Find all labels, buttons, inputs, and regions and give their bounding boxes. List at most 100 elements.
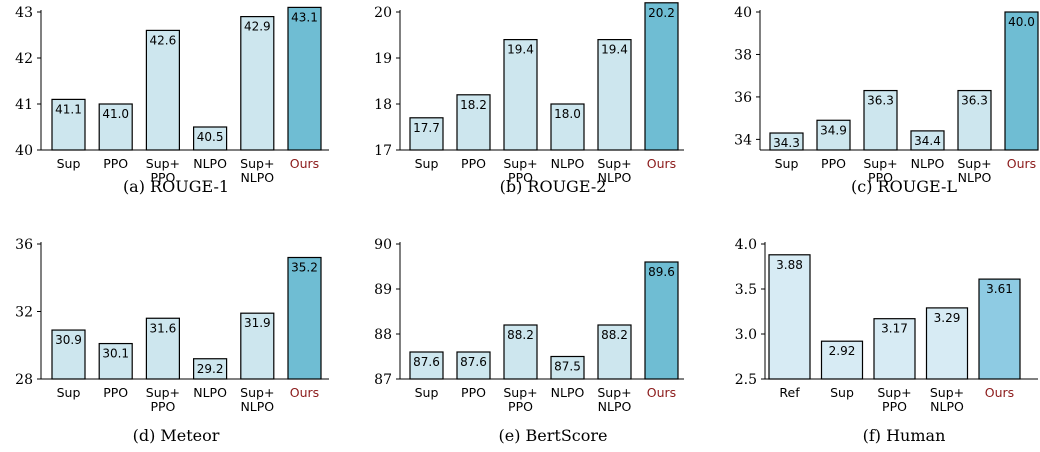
bar-value-label: 42.6 (150, 33, 177, 47)
y-tick-label: 41 (15, 97, 33, 113)
bar-ppo (816, 119, 851, 151)
y-tick-label: 2.5 (735, 372, 757, 388)
x-category-label: PPO (508, 399, 533, 414)
x-category-label: Sup+ (503, 156, 537, 171)
bar-value-label: 87.6 (460, 355, 487, 369)
y-tick-label: 17 (374, 143, 392, 159)
y-tick-label: 38 (734, 47, 752, 63)
y-tick-label: 42 (15, 51, 33, 67)
x-category-label: Sup+ (597, 156, 631, 171)
chart-caption: (e) BertScore (498, 426, 607, 445)
bar-value-label: 42.9 (244, 20, 271, 34)
x-category-label: PPO (882, 399, 907, 414)
x-category-label: NLPO (551, 156, 585, 171)
y-tick-label: 36 (15, 237, 33, 253)
x-category-label: PPO (868, 170, 893, 185)
x-category-label: Ours (290, 385, 319, 400)
y-tick-label: 32 (15, 305, 33, 321)
x-category-label: PPO (103, 156, 128, 171)
bar-value-label: 36.3 (867, 94, 894, 108)
bar-value-label: 36.3 (961, 94, 988, 108)
bar-value-label: 41.0 (102, 107, 129, 121)
bar-value-label: 18.0 (554, 107, 581, 121)
x-category-label: Sup+ (863, 156, 897, 171)
x-category-label: Sup (57, 385, 81, 400)
y-tick-label: 28 (15, 372, 33, 388)
bar-value-label: 19.4 (507, 43, 534, 57)
x-category-label: NLPO (240, 399, 274, 414)
bar-value-label: 3.61 (986, 282, 1013, 296)
bar-value-label: 20.2 (648, 6, 675, 20)
bar-nlpo (550, 103, 585, 151)
bar-value-label: 3.29 (934, 311, 961, 325)
x-category-label: PPO (508, 170, 533, 185)
bar-ours (287, 256, 322, 380)
bar-value-label: 29.2 (197, 362, 224, 376)
bar-supplus-ppo (863, 89, 898, 151)
x-category-label: Sup (57, 156, 81, 171)
y-tick-label: 89 (374, 282, 392, 298)
y-tick-label: 87 (374, 372, 392, 388)
bar-supplus-nlpo (925, 307, 969, 380)
chart-caption: (a) ROUGE-1 (123, 177, 229, 196)
bar-supplus-ppo (145, 317, 180, 380)
bar-nlpo (193, 358, 228, 380)
x-category-label: Ours (1007, 156, 1036, 171)
y-tick-label: 3.5 (735, 282, 757, 298)
x-category-label: PPO (821, 156, 846, 171)
bar-ours (287, 6, 322, 151)
bar-supplus-ppo (503, 38, 538, 151)
bar-value-label: 88.2 (601, 328, 628, 342)
bar-value-label: 89.6 (648, 265, 675, 279)
chart-caption: (d) Meteor (133, 426, 220, 445)
bar-nlpo (550, 355, 585, 380)
x-category-label: Ours (985, 385, 1014, 400)
y-tick-label: 3.0 (735, 327, 757, 343)
bar-ours (644, 261, 679, 380)
bar-ours (1004, 11, 1039, 151)
bar-supplus-nlpo (240, 312, 275, 380)
bar-value-label: 87.5 (554, 360, 581, 374)
y-tick-label: 43 (15, 5, 33, 21)
bar-supplus-nlpo (240, 16, 275, 151)
y-tick-label: 36 (734, 90, 752, 106)
bar-value-label: 3.17 (881, 322, 908, 336)
x-category-label: NLPO (193, 385, 227, 400)
x-category-label: Sup+ (240, 156, 274, 171)
bar-value-label: 30.1 (102, 347, 129, 361)
x-category-label: PPO (461, 385, 486, 400)
bar-supplus-nlpo (597, 38, 632, 151)
bar-value-label: 34.3 (773, 136, 800, 150)
x-category-label: PPO (103, 385, 128, 400)
x-category-label: Sup+ (146, 156, 180, 171)
x-category-label: Ours (290, 156, 319, 171)
y-tick-label: 40 (734, 5, 752, 21)
bar-value-label: 34.9 (820, 123, 847, 137)
y-tick-label: 20 (374, 5, 392, 21)
bar-value-label: 31.6 (150, 321, 177, 335)
x-category-label: NLPO (598, 170, 632, 185)
bar-ref (768, 254, 811, 380)
x-category-label: Sup+ (597, 385, 631, 400)
bar-supplus-nlpo (597, 324, 632, 380)
bar-value-label: 17.7 (413, 121, 440, 135)
bar-value-label: 2.92 (829, 344, 856, 358)
bar-ours (644, 2, 679, 151)
bar-supplus-ppo (145, 29, 180, 151)
bar-supplus-nlpo (957, 89, 992, 151)
bar-sup (51, 98, 86, 151)
x-category-label: NLPO (240, 170, 274, 185)
x-category-label: NLPO (958, 170, 992, 185)
x-category-label: Ours (647, 156, 676, 171)
bar-sup (409, 117, 444, 151)
bar-value-label: 40.0 (1008, 15, 1035, 29)
bar-nlpo (193, 126, 228, 151)
bar-sup (820, 340, 864, 380)
bar-ours (978, 278, 1021, 380)
bar-sup (51, 329, 86, 380)
y-tick-label: 88 (374, 327, 392, 343)
x-category-label: Sup+ (146, 385, 180, 400)
y-tick-label: 19 (374, 51, 392, 67)
chart-caption: (b) ROUGE-2 (500, 177, 607, 196)
